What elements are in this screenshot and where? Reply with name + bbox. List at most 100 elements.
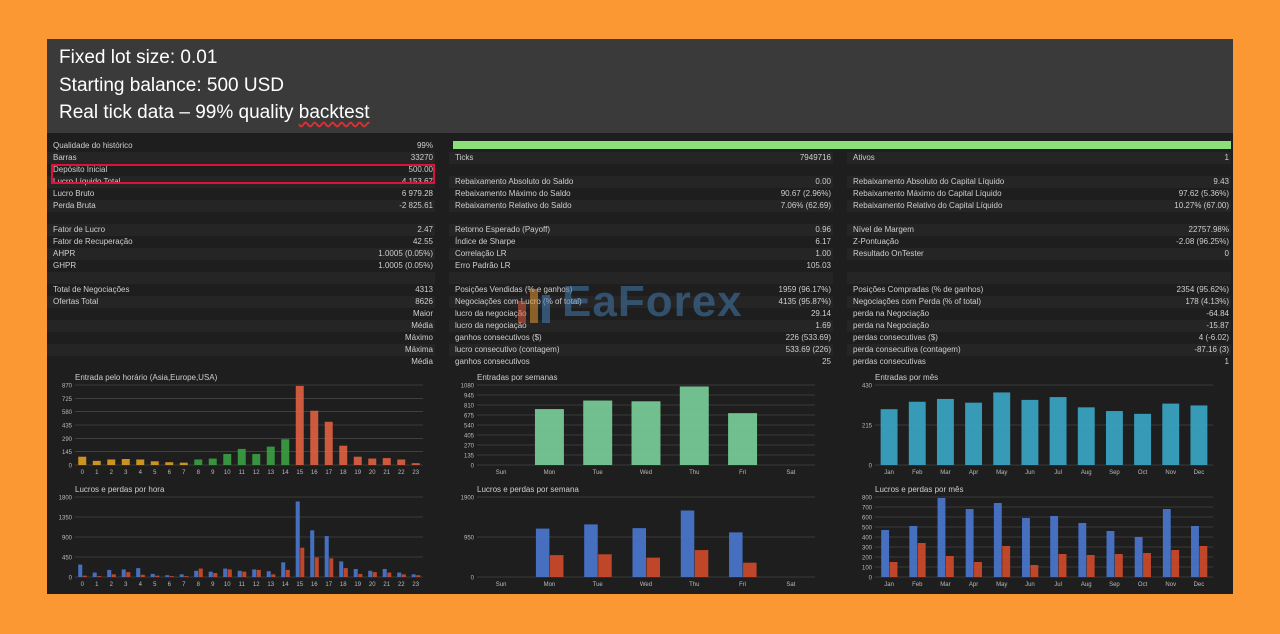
report-row-value: 178 (4.13%) xyxy=(1185,297,1229,306)
report-row: Máxima xyxy=(47,344,435,356)
x-tick-label: Apr xyxy=(969,582,978,588)
report-row-sublabel: Média xyxy=(411,321,433,330)
report-row-value: 6.17 xyxy=(815,237,831,246)
loss-bar xyxy=(401,574,406,577)
bar xyxy=(1190,405,1208,465)
report-row: lucro da negociação 29.14 xyxy=(449,308,833,320)
report-row-label: perda na Negociação xyxy=(853,309,930,318)
x-tick-label: Jun xyxy=(1025,470,1035,476)
eaforex-watermark: EaForex xyxy=(472,273,842,343)
profit-bar xyxy=(179,574,184,577)
report-row-value: 0.00 xyxy=(815,177,831,186)
bar xyxy=(993,392,1011,465)
profit-bar xyxy=(584,524,598,577)
bar xyxy=(136,459,145,465)
report-row-label: Rebaixamento Máximo do Saldo xyxy=(455,189,571,198)
x-tick-label: Nov xyxy=(1165,470,1176,476)
x-tick-label: 10 xyxy=(224,582,231,588)
report-row xyxy=(449,164,833,176)
profit-bar xyxy=(993,503,1002,577)
profit-bar xyxy=(165,575,170,577)
bar xyxy=(368,458,377,465)
report-row: Máximo xyxy=(47,332,435,344)
x-tick-label: 10 xyxy=(224,470,231,476)
profit-bar xyxy=(353,569,358,577)
x-tick-label: Wed xyxy=(640,582,652,588)
x-tick-label: 11 xyxy=(239,470,246,476)
x-tick-label: 2 xyxy=(110,582,114,588)
x-tick-label: 9 xyxy=(211,470,215,476)
bar xyxy=(78,456,87,465)
bar xyxy=(880,409,898,465)
report-row-value: 99% xyxy=(416,141,433,150)
profit-bar xyxy=(680,510,695,577)
report-row-value: 1 xyxy=(1224,357,1229,366)
report-row-sublabel: Maior xyxy=(412,309,433,318)
y-tick-label: 0 xyxy=(471,464,475,470)
y-tick-label: 580 xyxy=(62,410,73,416)
report-row-label: GHPR xyxy=(53,261,77,270)
report-row-value: 1.0005 (0.05%) xyxy=(378,249,433,258)
loss-bar xyxy=(314,557,319,577)
report-row xyxy=(47,272,435,284)
report-row: perdas consecutivas 1 xyxy=(847,356,1231,368)
report-row-label: perda consecutiva (contagem) xyxy=(853,345,961,354)
x-tick-label: Sat xyxy=(786,470,795,476)
bar xyxy=(397,459,406,465)
x-tick-label: 9 xyxy=(211,582,215,588)
report-row-value: 105.03 xyxy=(806,261,831,270)
history-quality-bar xyxy=(453,141,1231,149)
info-banner: Fixed lot size: 0.01 Starting balance: 5… xyxy=(47,39,1233,133)
report-row: Lucro Bruto 6 979.28 xyxy=(47,188,435,200)
report-row-value: 33270 xyxy=(410,153,433,162)
x-tick-label: 12 xyxy=(253,470,260,476)
bar xyxy=(92,460,101,465)
report-row-value: 90.67 (2.96%) xyxy=(780,189,831,198)
profit-bar xyxy=(194,570,199,577)
loss-bar xyxy=(126,572,131,577)
loss-bar xyxy=(974,562,982,577)
loss-bar xyxy=(169,576,174,577)
x-tick-label: 3 xyxy=(124,470,128,476)
loss-bar xyxy=(1143,553,1151,577)
report-row-label: perdas consecutivas ($) xyxy=(853,333,938,342)
loss-bar xyxy=(646,557,661,577)
bar xyxy=(1134,413,1152,465)
report-row-label: Ativos xyxy=(853,153,875,162)
loss-bar xyxy=(1171,550,1180,577)
profit-bar xyxy=(1191,526,1199,577)
report-row: Posições Vendidas (% e ganhos) 1959 (96.1… xyxy=(449,284,833,296)
report-row: Posições Compradas (% de ganhos) 2354 (95… xyxy=(847,284,1231,296)
x-tick-label: 18 xyxy=(340,582,347,588)
profit-bar xyxy=(881,530,890,577)
report-row-value: 9.43 xyxy=(1213,177,1229,186)
eaforex-logo-icon xyxy=(518,289,550,323)
x-tick-label: Dec xyxy=(1194,470,1205,476)
report-row: Maior xyxy=(47,308,435,320)
y-tick-label: 945 xyxy=(464,394,475,400)
loss-bar xyxy=(1002,546,1011,577)
x-tick-label: 5 xyxy=(153,470,157,476)
x-tick-label: 4 xyxy=(139,470,143,476)
profit-bar xyxy=(237,570,242,577)
y-tick-label: 1080 xyxy=(461,384,475,390)
y-tick-label: 290 xyxy=(62,437,73,443)
report-row-label: AHPR xyxy=(53,249,76,258)
report-row xyxy=(847,260,1231,272)
x-tick-label: 14 xyxy=(282,470,289,476)
bar xyxy=(165,462,174,465)
profit-bar xyxy=(397,572,402,577)
profit-bar xyxy=(411,574,416,577)
charts-area: Entrada pelo horário (Asia,Europe,USA) 0… xyxy=(47,373,1233,594)
loss-bar xyxy=(694,550,709,577)
x-tick-label: 15 xyxy=(296,582,303,588)
banner-lot-size: Fixed lot size: 0.01 xyxy=(59,47,218,68)
loss-bar xyxy=(1199,546,1208,577)
y-tick-label: 900 xyxy=(62,536,73,542)
report-row-label: Rebaixamento Máximo do Capital Líquido xyxy=(853,189,1002,198)
bar xyxy=(194,459,203,465)
report-row: Z-Pontuação -2.08 (96.25%) xyxy=(847,236,1231,248)
y-tick-label: 0 xyxy=(869,576,873,582)
loss-bar xyxy=(387,572,392,577)
report-row-value: -2 825.61 xyxy=(399,201,433,210)
